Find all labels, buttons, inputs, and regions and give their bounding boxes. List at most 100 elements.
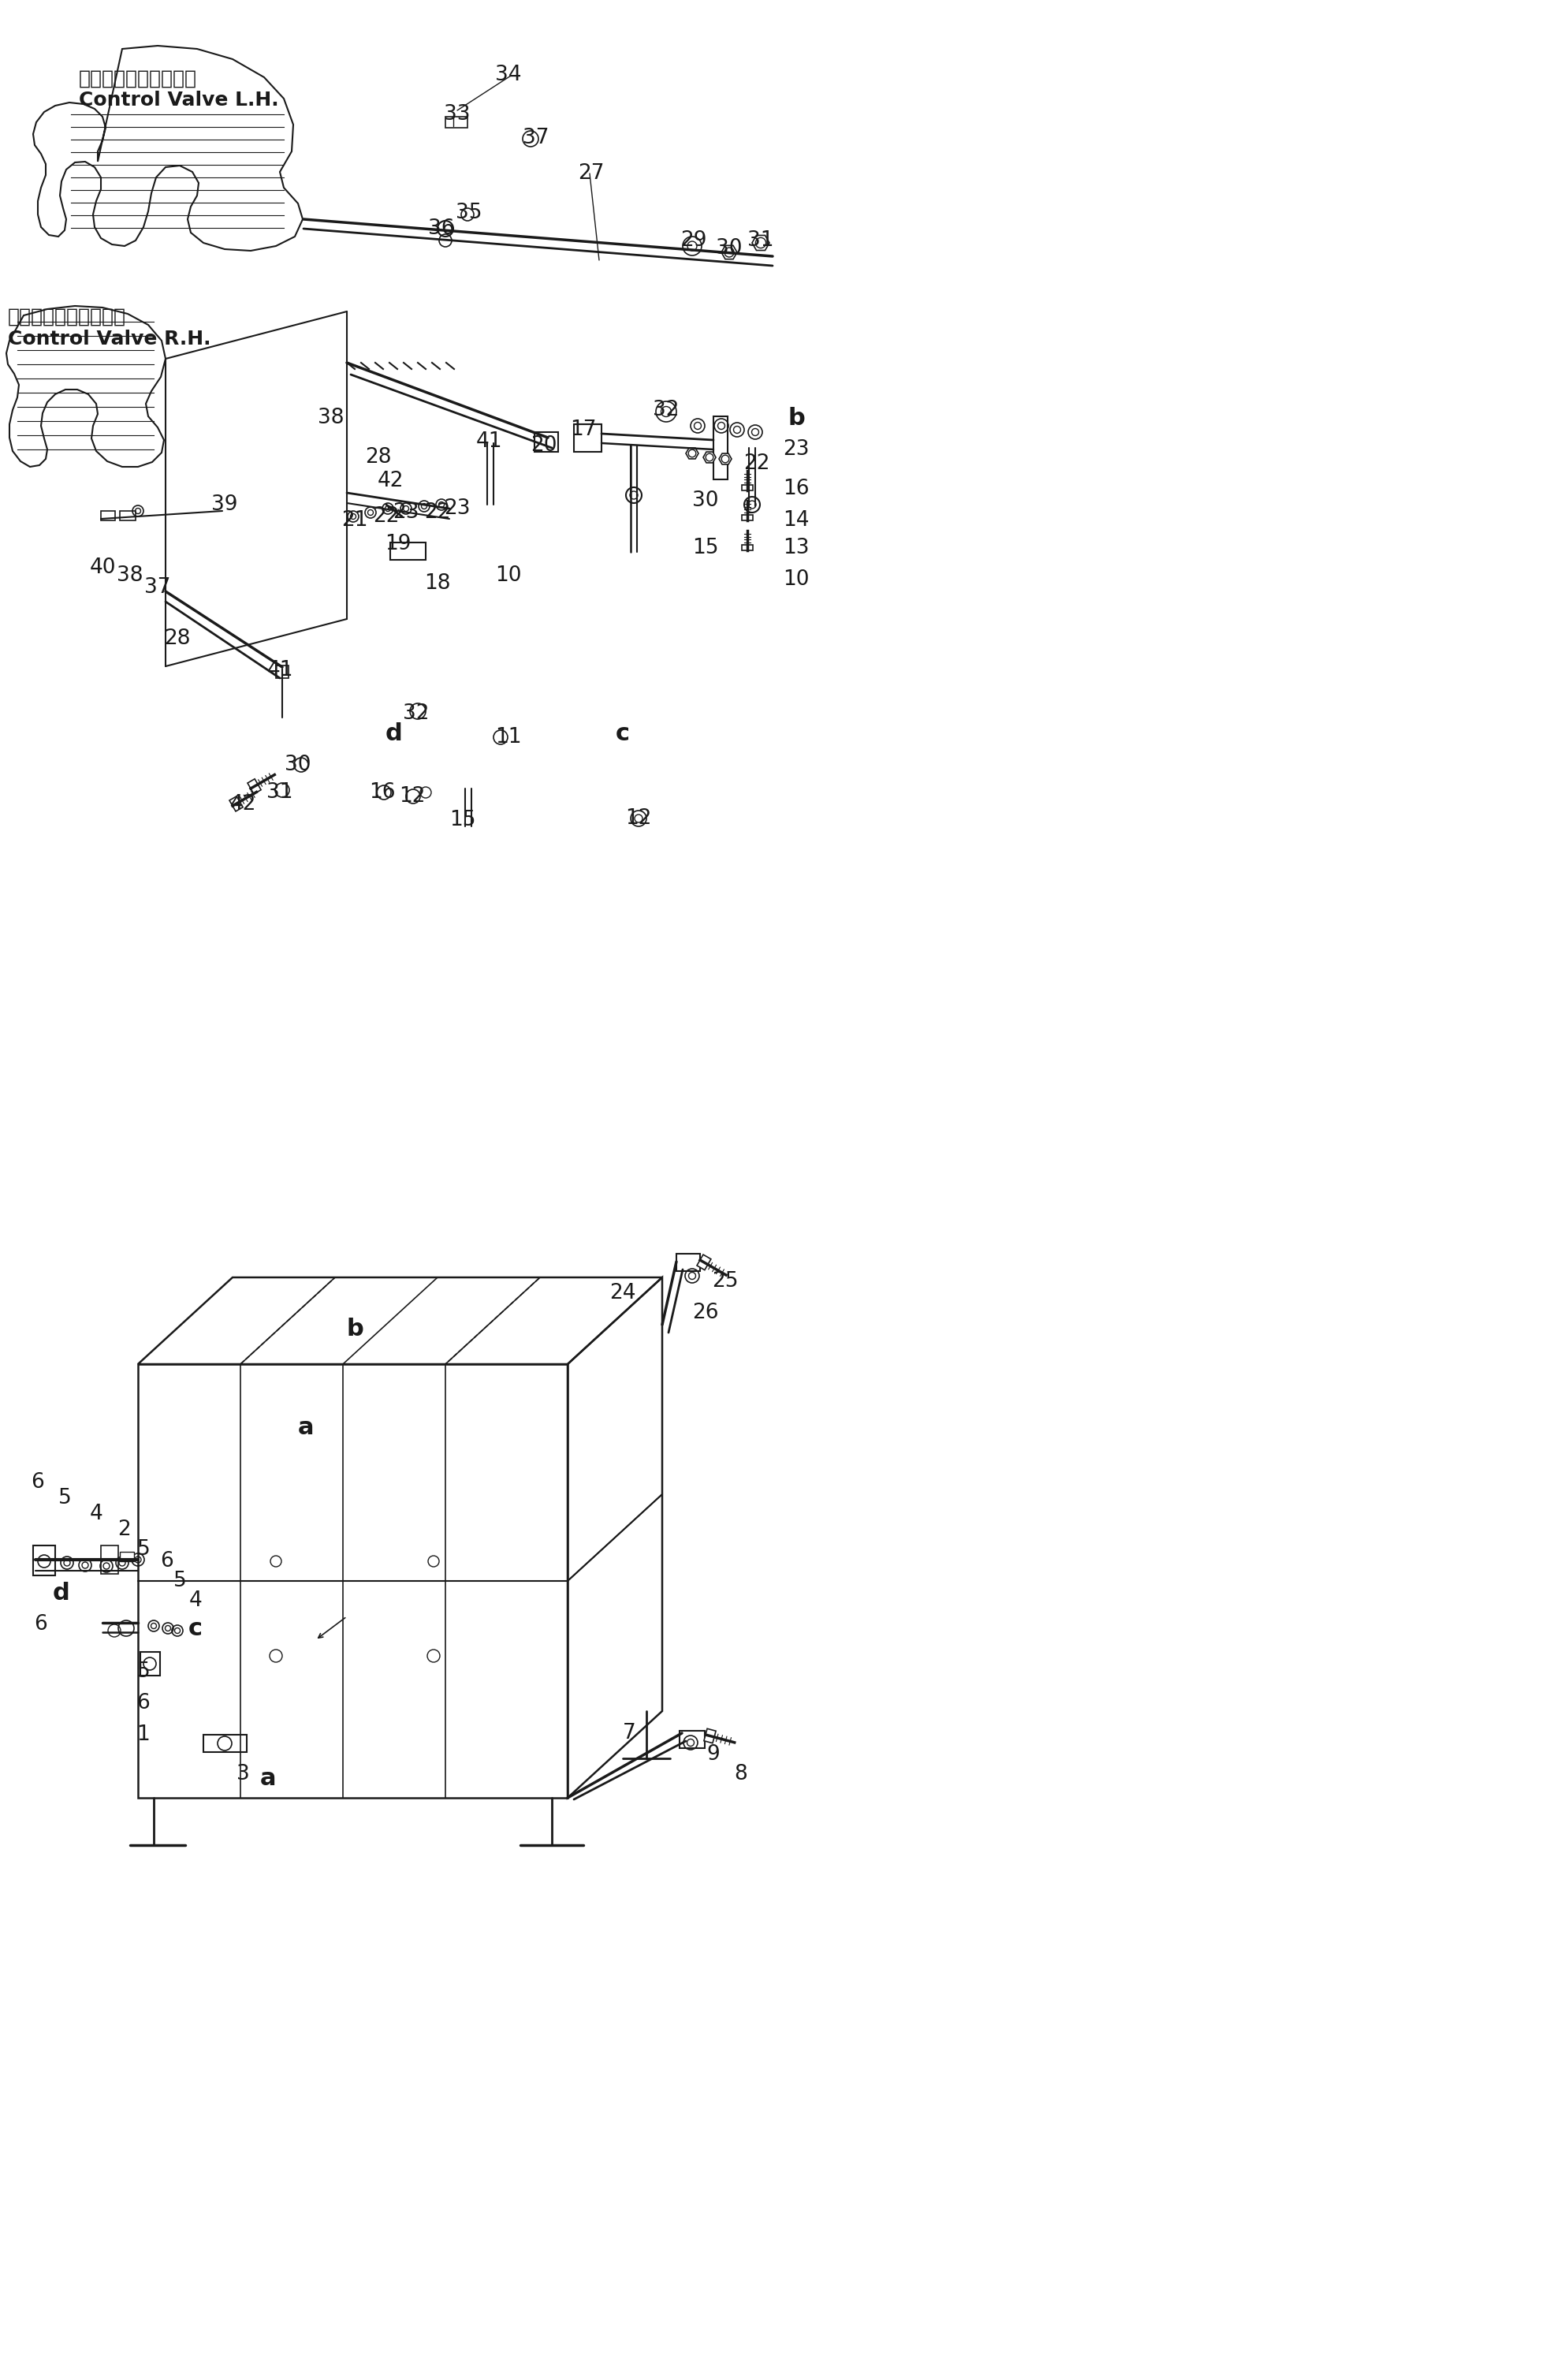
Polygon shape <box>742 515 753 520</box>
Text: 1: 1 <box>136 1724 151 1746</box>
Text: 16: 16 <box>368 781 395 803</box>
Text: 28: 28 <box>365 446 392 468</box>
Text: 6: 6 <box>160 1551 174 1572</box>
Text: 25: 25 <box>712 1271 739 1292</box>
Text: 30: 30 <box>285 755 310 774</box>
Text: 4: 4 <box>188 1591 202 1610</box>
Text: 15: 15 <box>693 537 718 558</box>
Text: 22: 22 <box>425 501 450 522</box>
Text: 23: 23 <box>444 499 470 518</box>
Text: a: a <box>298 1415 314 1439</box>
Text: 10: 10 <box>495 565 522 587</box>
Polygon shape <box>720 454 732 466</box>
Text: 23: 23 <box>782 439 809 461</box>
Text: コントロールバルブ左: コントロールバルブ左 <box>78 69 198 88</box>
Text: 31: 31 <box>267 781 293 803</box>
Polygon shape <box>742 484 753 492</box>
Bar <box>33 1546 55 1575</box>
Text: 8: 8 <box>734 1765 748 1784</box>
Polygon shape <box>721 245 737 259</box>
Text: 22: 22 <box>373 506 400 527</box>
Text: 32: 32 <box>652 399 679 420</box>
Bar <box>713 416 728 480</box>
Text: Control Valve R.H.: Control Valve R.H. <box>8 330 210 349</box>
Text: 4: 4 <box>89 1503 103 1525</box>
Text: c: c <box>616 722 630 746</box>
Text: 5: 5 <box>136 1662 151 1682</box>
Text: 22: 22 <box>743 454 770 475</box>
Text: 26: 26 <box>693 1302 718 1323</box>
Text: 18: 18 <box>425 572 450 594</box>
Text: 23: 23 <box>394 501 419 522</box>
Text: d: d <box>53 1582 71 1603</box>
Polygon shape <box>742 544 753 551</box>
Text: 30: 30 <box>717 237 742 259</box>
Text: 42: 42 <box>229 793 256 815</box>
Text: 38: 38 <box>318 408 345 427</box>
Bar <box>445 116 467 128</box>
Text: 28: 28 <box>165 629 191 648</box>
Text: b: b <box>787 406 804 430</box>
Bar <box>574 425 602 451</box>
Text: b: b <box>347 1318 364 1339</box>
Polygon shape <box>702 451 717 463</box>
Text: 32: 32 <box>403 703 430 724</box>
Text: 15: 15 <box>450 810 477 831</box>
Bar <box>100 1546 118 1575</box>
Text: 42: 42 <box>376 470 403 492</box>
Bar <box>535 432 558 451</box>
Text: 6: 6 <box>136 1693 151 1712</box>
Bar <box>204 1734 246 1753</box>
Text: 13: 13 <box>782 537 809 558</box>
Text: 3: 3 <box>237 1765 249 1784</box>
Text: d: d <box>386 722 403 746</box>
Text: 21: 21 <box>342 511 368 530</box>
Circle shape <box>522 131 538 147</box>
Text: コントロールバルブ右: コントロールバルブ右 <box>8 306 125 325</box>
Bar <box>140 1653 160 1677</box>
Bar <box>390 542 425 560</box>
Bar <box>676 1254 699 1271</box>
Text: 31: 31 <box>748 230 775 252</box>
Bar <box>119 511 135 520</box>
Text: 40: 40 <box>89 558 116 577</box>
Text: 37: 37 <box>144 577 171 598</box>
Text: a: a <box>260 1767 276 1788</box>
Text: 5: 5 <box>172 1570 187 1591</box>
Text: 20: 20 <box>530 435 557 456</box>
Text: 5: 5 <box>136 1539 151 1560</box>
Text: 12: 12 <box>400 786 425 808</box>
Text: 39: 39 <box>212 494 238 515</box>
Text: 27: 27 <box>579 164 604 183</box>
Text: 36: 36 <box>428 218 455 240</box>
Text: 17: 17 <box>571 420 596 439</box>
Text: 41: 41 <box>267 660 293 682</box>
Text: 14: 14 <box>782 511 809 530</box>
Text: 24: 24 <box>610 1282 637 1304</box>
Bar <box>679 1731 704 1748</box>
Text: 9: 9 <box>707 1743 720 1765</box>
Polygon shape <box>229 796 243 812</box>
Text: 5: 5 <box>58 1487 71 1508</box>
Text: 19: 19 <box>384 534 411 553</box>
Text: 38: 38 <box>118 565 143 587</box>
Text: 12: 12 <box>626 808 652 829</box>
Polygon shape <box>704 1729 717 1743</box>
Text: c: c <box>188 1617 202 1639</box>
Text: 37: 37 <box>522 128 549 147</box>
Text: 11: 11 <box>495 727 522 748</box>
Polygon shape <box>696 1254 710 1271</box>
Text: 6: 6 <box>31 1472 44 1492</box>
Bar <box>276 665 289 679</box>
Polygon shape <box>753 235 770 249</box>
Polygon shape <box>248 779 260 793</box>
Text: Control Valve L.H.: Control Valve L.H. <box>78 90 279 109</box>
Text: 34: 34 <box>495 64 522 85</box>
Polygon shape <box>685 449 698 458</box>
Text: 29: 29 <box>681 230 707 252</box>
Text: 10: 10 <box>782 570 809 589</box>
Text: 41: 41 <box>475 432 502 451</box>
Text: 7: 7 <box>622 1722 635 1743</box>
Text: 35: 35 <box>456 202 483 223</box>
Text: 30: 30 <box>693 492 718 511</box>
